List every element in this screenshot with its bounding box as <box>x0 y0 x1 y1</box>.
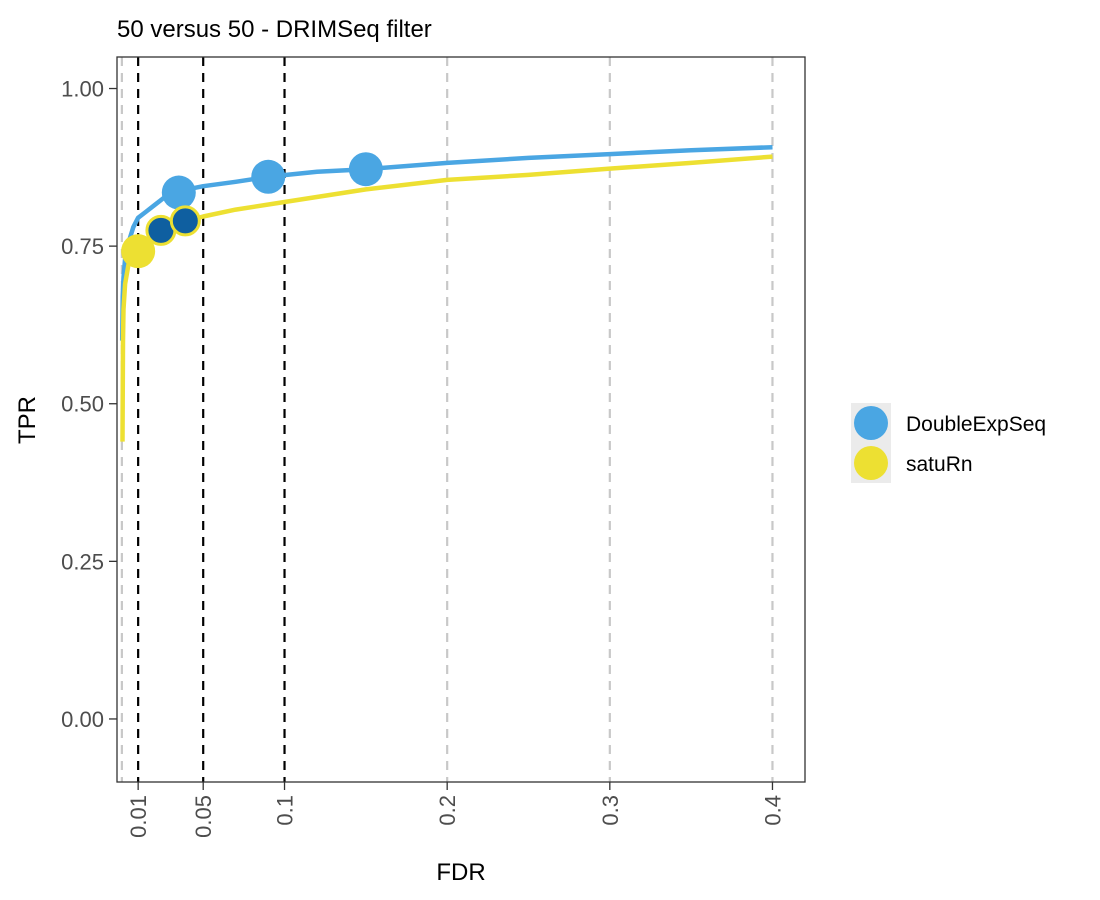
chart-title: 50 versus 50 - DRIMSeq filter <box>117 16 432 43</box>
series-points <box>121 152 383 269</box>
x-tick-label: 0.1 <box>273 795 298 826</box>
y-tick-label: 0.75 <box>61 234 104 259</box>
series-point <box>121 234 156 269</box>
series-point <box>169 205 201 237</box>
series-point <box>161 175 196 210</box>
plot-border <box>116 56 806 783</box>
x-axis-title: FDR <box>436 859 485 886</box>
series-point <box>251 159 286 194</box>
series-point <box>348 152 383 187</box>
y-tick-label: 0.00 <box>61 707 104 732</box>
legend-label: satuRn <box>906 453 973 476</box>
legend-label: DoubleExpSeq <box>906 413 1046 436</box>
y-tick-label: 0.50 <box>61 392 104 417</box>
legend-key <box>854 406 888 440</box>
legend-key <box>854 446 888 480</box>
legend: DoubleExpSeq satuRn <box>851 403 1046 483</box>
x-tick-label: 0.3 <box>598 795 623 826</box>
x-tick-label: 0.4 <box>760 795 785 826</box>
y-tick-label: 1.00 <box>61 77 104 102</box>
x-tick-label: 0.05 <box>191 795 216 838</box>
x-tick-label: 0.01 <box>126 795 151 838</box>
y-axis-title: TPR <box>14 396 41 444</box>
axes: 0.00 0.25 0.50 0.75 1.00 0.01 0.05 0.1 0.2 0.3 0.4 <box>61 77 785 838</box>
y-tick-label: 0.25 <box>61 549 104 574</box>
x-tick-label: 0.2 <box>435 795 460 826</box>
plot-panel <box>117 57 805 782</box>
